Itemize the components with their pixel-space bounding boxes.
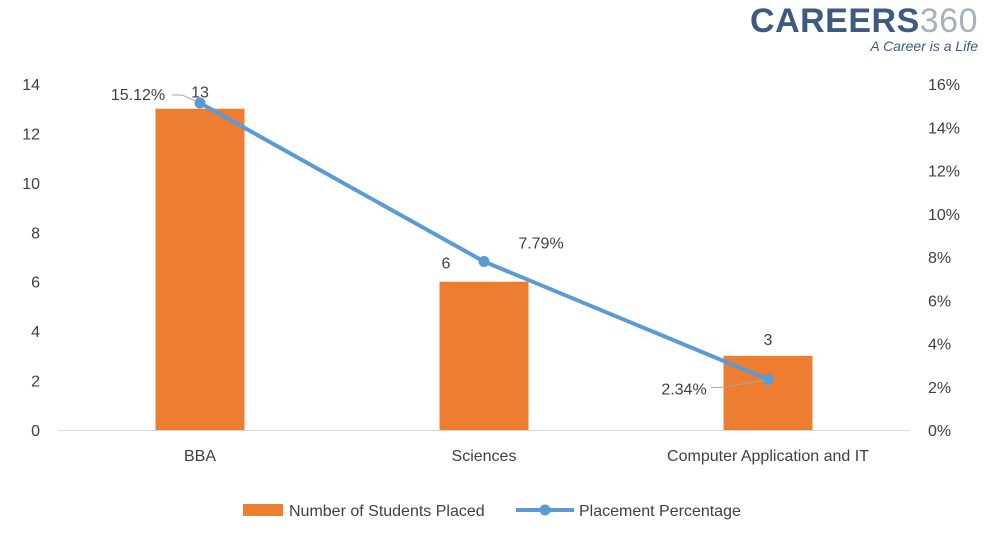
y-left-tick-label: 2 (31, 374, 40, 391)
logo-tagline: A Career is a Life (870, 38, 978, 54)
line-data-label: 15.12% (111, 87, 165, 104)
y-left-tick-label: 14 (22, 77, 40, 94)
careers360-logo: CAREERS360 A Career is a Life (750, 2, 978, 54)
y-right-tick-label: 10% (928, 207, 960, 224)
bar (155, 108, 245, 430)
line-data-label: 7.79% (518, 236, 563, 253)
legend-marker-line (539, 504, 551, 516)
y-right-tick-label: 12% (928, 164, 960, 181)
bar (439, 281, 529, 430)
logo-brand-a: CAREERS (750, 2, 920, 40)
x-category-label: Sciences (452, 448, 517, 465)
line-point (194, 97, 206, 109)
bar-data-label: 13 (191, 85, 209, 102)
legend-label-line: Placement Percentage (579, 503, 741, 520)
leader-line (172, 94, 197, 102)
y-left-tick-label: 6 (31, 275, 40, 292)
y-right-tick-label: 6% (928, 293, 951, 310)
x-category-label: Computer Application and IT (667, 448, 869, 465)
y-right-tick-label: 2% (928, 380, 951, 397)
leader-line (711, 379, 765, 388)
y-left-tick-label: 12 (22, 126, 40, 143)
y-left-tick-label: 8 (31, 225, 40, 242)
legend-label-bar: Number of Students Placed (289, 503, 485, 520)
logo-brand-b: 360 (919, 2, 978, 40)
line-point (762, 373, 774, 385)
y-left-tick-label: 4 (31, 324, 40, 341)
bar-data-label: 3 (764, 332, 773, 349)
y-right-tick-label: 0% (928, 423, 951, 440)
bar-data-label: 6 (442, 256, 451, 273)
logo-wordmark: CAREERS360 (750, 2, 978, 40)
y-right-tick-label: 14% (928, 120, 960, 137)
line-point (478, 256, 490, 268)
x-category-label: BBA (184, 448, 216, 465)
y-right-tick-label: 8% (928, 250, 951, 267)
legend-swatch-bar (243, 504, 283, 516)
y-left-tick-label: 0 (31, 423, 40, 440)
y-right-tick-label: 4% (928, 337, 951, 354)
y-right-tick-label: 16% (928, 77, 960, 94)
line-data-label: 2.34% (661, 381, 706, 398)
y-left-tick-label: 10 (22, 176, 40, 193)
